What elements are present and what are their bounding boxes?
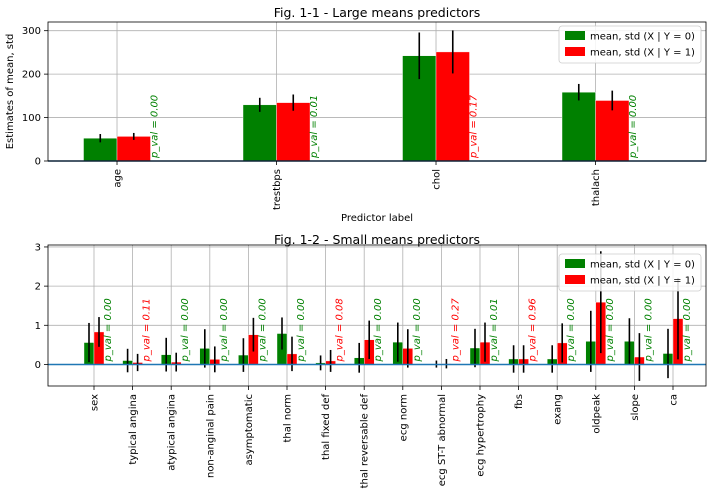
x-tick-label: ecg hypertrophy: [476, 394, 487, 477]
plot-frame: [47, 21, 707, 162]
chart-panel-1: Fig. 1-1 - Large means predictors 0 100 200…: [5, 5, 707, 224]
x-axis-label: Predictor label: [341, 213, 413, 224]
p-value-label: p_val = 0.00: [150, 95, 161, 159]
x-tick-label: fbs: [514, 394, 525, 409]
bar-y0-1: [242, 104, 277, 162]
plot-frame: [47, 244, 707, 387]
x-tick-label: non-anginal pain: [205, 394, 216, 478]
legend: mean, std (X | Y = 0) mean, std (X | Y = …: [558, 253, 702, 292]
x-tick-label: trestbps: [272, 169, 283, 210]
x-tick-label: age: [113, 169, 124, 188]
x-tick-label: thal reversable def: [360, 394, 371, 489]
chart-title: Fig. 1-2 - Small means predictors: [274, 232, 480, 247]
p-value-label: p_val = 0.08: [335, 298, 346, 362]
p-value-label: p_val = 0.00: [180, 298, 191, 362]
x-tick-label: oldpeak: [591, 394, 602, 434]
legend-swatch: [565, 31, 585, 40]
p-value-label: p_val = 0.11: [142, 298, 153, 362]
x-tick-label: atypical angina: [167, 394, 178, 471]
x-tick-label: slope: [630, 394, 641, 421]
p-value-label: p_val = 0.00: [219, 298, 230, 362]
y-tick-label: 1: [35, 321, 41, 332]
y-tick-label: 2: [35, 282, 41, 293]
p-value-label: p_val = 0.27: [450, 298, 461, 363]
legend-swatch: [565, 259, 585, 268]
legend-swatch: [565, 47, 585, 56]
bar-y1-3: [595, 100, 630, 162]
legend-label: mean, std (X | Y = 0): [590, 260, 695, 271]
p-value-label: p_val = 0.00: [682, 298, 693, 362]
p-value-label: p_val = 0.00: [566, 298, 577, 362]
legend-box: [558, 253, 702, 292]
p-value-label: p_val = 0.96: [528, 298, 539, 362]
p-value-label: p_val = 0.00: [643, 298, 654, 362]
p-value-label: p_val = 0.01: [309, 95, 320, 159]
legend-label: mean, std (X | Y = 0): [590, 32, 695, 43]
x-tick-label: asymptomatic: [244, 394, 255, 465]
x-tick-label: ecg ST-T abnormal: [437, 394, 448, 486]
chart-title: Fig. 1-1 - Large means predictors: [274, 5, 481, 20]
bar-y1-1: [276, 102, 311, 162]
p-value-label: p_val = 0.00: [103, 298, 114, 362]
x-tick-label: sex: [90, 394, 101, 411]
x-tick-label: thal fixed def: [321, 394, 332, 460]
x-tick-label: exang: [553, 394, 564, 425]
y-tick-label: 300: [22, 26, 41, 37]
p-value-label: p_val = 0.01: [489, 298, 500, 362]
chart-panel-2: Fig. 1-2 - Small means predictors 0 1 2 3 p_v…: [35, 232, 707, 489]
legend-label: mean, std (X | Y = 1): [590, 48, 695, 59]
bar-y0-3: [561, 91, 596, 162]
x-tick-label: ecg norm: [398, 394, 409, 441]
y-tick-label: 0: [35, 360, 41, 371]
y-axis-label: Estimates of mean, std: [5, 34, 16, 150]
bar-y1-0: [116, 136, 151, 162]
p-value-label: p_val = 0.00: [257, 298, 268, 362]
x-tick-label: thalach: [591, 169, 602, 206]
x-tick-label: ca: [669, 394, 680, 406]
x-tick-label: typical angina: [128, 394, 139, 465]
p-value-label: p_val = 0.00: [605, 298, 616, 362]
p-value-label: p_val = 0.00: [296, 298, 307, 362]
x-tick-label: thal norm: [283, 394, 294, 442]
y-tick-label: 3: [35, 242, 41, 253]
p-value-label: p_val = 0.00: [412, 298, 423, 362]
legend-label: mean, std (X | Y = 1): [590, 276, 695, 287]
legend-box: [558, 25, 702, 64]
x-tick-label: chol: [432, 169, 443, 190]
y-tick-label: 0: [35, 157, 41, 168]
legend: mean, std (X | Y = 0) mean, std (X | Y = …: [558, 25, 702, 64]
legend-swatch: [565, 275, 585, 284]
y-tick-label: 100: [22, 113, 41, 124]
p-value-label: p_val = 0.00: [628, 95, 639, 159]
p-value-label: p_val = 0.17: [469, 94, 480, 159]
y-tick-label: 200: [22, 70, 41, 81]
p-value-label: p_val = 0.00: [373, 298, 384, 362]
